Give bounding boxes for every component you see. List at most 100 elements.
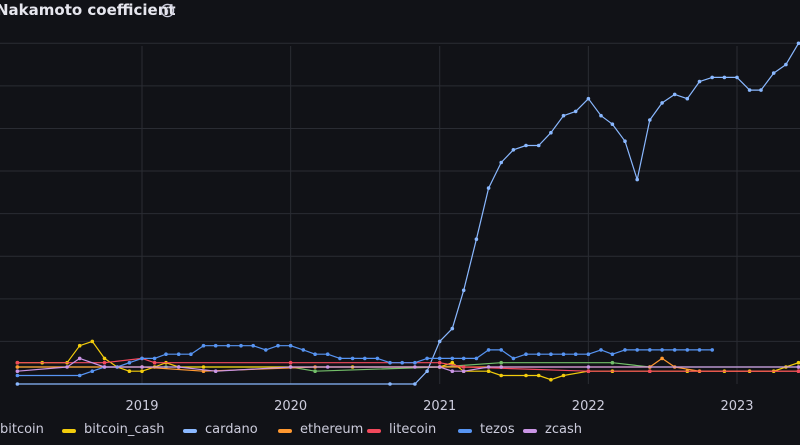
data-point-tezos[interactable] xyxy=(437,356,442,361)
data-point-zcash[interactable] xyxy=(77,356,82,361)
data-point-cardano[interactable] xyxy=(450,326,455,331)
data-point-tezos[interactable] xyxy=(474,356,479,361)
data-point-tezos[interactable] xyxy=(350,356,355,361)
data-point-cardano[interactable] xyxy=(15,382,20,386)
data-point-litecoin[interactable] xyxy=(152,360,157,365)
data-point-litecoin[interactable] xyxy=(288,360,293,365)
data-point-litecoin[interactable] xyxy=(437,360,442,365)
data-point-tezos[interactable] xyxy=(189,352,193,357)
data-point-cardano[interactable] xyxy=(461,288,466,293)
data-point-tezos[interactable] xyxy=(325,352,330,357)
data-point-zcash[interactable] xyxy=(450,369,455,374)
data-point-tezos[interactable] xyxy=(461,356,466,361)
data-point-tezos[interactable] xyxy=(610,352,615,357)
data-point-tezos[interactable] xyxy=(599,348,603,352)
data-point-cardano[interactable] xyxy=(796,41,800,46)
data-point-zcash[interactable] xyxy=(413,365,417,369)
data-point-bitcoin_cash[interactable] xyxy=(102,356,107,361)
data-point-zcash[interactable] xyxy=(796,365,800,369)
data-point-bitcoin[interactable] xyxy=(610,360,615,365)
data-point-zcash[interactable] xyxy=(461,369,466,374)
data-point-litecoin[interactable] xyxy=(461,365,466,369)
data-point-tezos[interactable] xyxy=(140,356,144,361)
data-point-cardano[interactable] xyxy=(623,139,627,143)
data-point-tezos[interactable] xyxy=(586,352,591,357)
data-point-litecoin[interactable] xyxy=(15,360,20,365)
data-point-tezos[interactable] xyxy=(388,360,392,365)
data-point-zcash[interactable] xyxy=(176,365,181,369)
data-point-tezos[interactable] xyxy=(413,360,417,365)
data-point-cardano[interactable] xyxy=(474,237,479,241)
data-point-tezos[interactable] xyxy=(672,348,677,352)
info-circle-icon[interactable] xyxy=(160,3,175,18)
data-point-cardano[interactable] xyxy=(524,143,528,148)
series-line-litecoin[interactable] xyxy=(17,357,799,372)
data-point-bitcoin_cash[interactable] xyxy=(486,369,491,374)
data-point-cardano[interactable] xyxy=(586,96,591,101)
data-point-zcash[interactable] xyxy=(140,365,144,369)
data-point-cardano[interactable] xyxy=(747,88,752,92)
data-point-tezos[interactable] xyxy=(573,352,578,357)
data-point-tezos[interactable] xyxy=(710,348,714,352)
data-point-bitcoin_cash[interactable] xyxy=(561,373,566,378)
data-point-tezos[interactable] xyxy=(635,348,639,352)
data-point-tezos[interactable] xyxy=(425,356,429,361)
data-point-bitcoin_cash[interactable] xyxy=(549,377,553,382)
data-point-ethereum[interactable] xyxy=(660,356,664,361)
data-point-litecoin[interactable] xyxy=(586,369,591,374)
data-point-cardano[interactable] xyxy=(635,177,639,182)
data-point-cardano[interactable] xyxy=(710,75,714,80)
data-point-tezos[interactable] xyxy=(660,348,664,352)
data-point-tezos[interactable] xyxy=(511,356,516,361)
data-point-cardano[interactable] xyxy=(735,75,739,80)
data-point-cardano[interactable] xyxy=(549,130,553,135)
data-point-tezos[interactable] xyxy=(15,373,20,378)
data-point-cardano[interactable] xyxy=(685,96,690,101)
data-point-bitcoin[interactable] xyxy=(499,360,504,365)
data-point-zcash[interactable] xyxy=(15,369,20,374)
data-point-bitcoin_cash[interactable] xyxy=(77,343,82,348)
data-point-bitcoin_cash[interactable] xyxy=(140,369,144,374)
data-point-cardano[interactable] xyxy=(610,122,615,126)
data-point-tezos[interactable] xyxy=(499,348,504,352)
data-point-tezos[interactable] xyxy=(486,348,491,352)
data-point-cardano[interactable] xyxy=(425,369,429,374)
data-point-zcash[interactable] xyxy=(325,365,330,369)
data-point-zcash[interactable] xyxy=(65,365,69,369)
data-point-cardano[interactable] xyxy=(759,88,763,92)
data-point-tezos[interactable] xyxy=(127,360,132,365)
data-point-zcash[interactable] xyxy=(213,369,218,374)
data-point-tezos[interactable] xyxy=(288,343,293,348)
data-point-tezos[interactable] xyxy=(276,343,280,348)
data-point-cardano[interactable] xyxy=(388,382,392,386)
data-point-cardano[interactable] xyxy=(486,186,491,190)
data-point-cardano[interactable] xyxy=(722,75,727,80)
data-point-zcash[interactable] xyxy=(586,365,591,369)
data-point-cardano[interactable] xyxy=(561,113,566,118)
data-point-cardano[interactable] xyxy=(660,101,664,105)
data-point-cardano[interactable] xyxy=(784,62,788,67)
data-point-zcash[interactable] xyxy=(499,365,504,369)
data-point-litecoin[interactable] xyxy=(796,369,800,373)
data-point-ethereum[interactable] xyxy=(15,365,20,369)
data-point-litecoin[interactable] xyxy=(648,369,652,374)
data-point-cardano[interactable] xyxy=(648,118,652,122)
data-point-tezos[interactable] xyxy=(90,369,95,374)
data-point-tezos[interactable] xyxy=(549,352,553,357)
data-point-zcash[interactable] xyxy=(437,365,442,369)
data-point-bitcoin_cash[interactable] xyxy=(90,339,95,344)
data-point-tezos[interactable] xyxy=(623,348,627,352)
data-point-cardano[interactable] xyxy=(771,71,776,75)
data-point-tezos[interactable] xyxy=(648,348,652,352)
data-point-tezos[interactable] xyxy=(536,352,541,357)
data-point-tezos[interactable] xyxy=(201,343,206,348)
data-point-tezos[interactable] xyxy=(363,356,367,361)
data-point-bitcoin[interactable] xyxy=(313,369,317,374)
data-point-bitcoin_cash[interactable] xyxy=(201,365,206,369)
data-point-tezos[interactable] xyxy=(400,360,405,365)
data-point-tezos[interactable] xyxy=(251,343,255,348)
series-line-cardano[interactable] xyxy=(17,42,800,385)
data-point-bitcoin_cash[interactable] xyxy=(127,369,132,374)
data-point-cardano[interactable] xyxy=(499,160,504,165)
data-point-tezos[interactable] xyxy=(239,343,243,348)
